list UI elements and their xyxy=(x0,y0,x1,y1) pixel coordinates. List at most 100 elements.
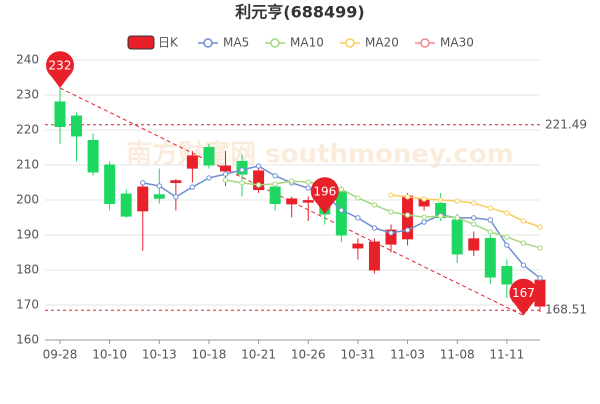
legend-dot xyxy=(345,38,355,48)
candle-body xyxy=(87,140,99,173)
y-tick-label: 160 xyxy=(16,333,39,347)
ma-point xyxy=(272,181,278,187)
ma-point xyxy=(487,229,493,235)
ma-point xyxy=(239,167,245,173)
candle-body xyxy=(302,200,314,203)
candle-body xyxy=(120,193,132,217)
candle-body xyxy=(484,238,496,278)
ma-point xyxy=(206,175,212,181)
candle-body xyxy=(253,170,265,190)
candle-body xyxy=(269,186,281,205)
legend-dot xyxy=(203,38,213,48)
y-tick-label: 220 xyxy=(16,123,39,137)
legend-label: MA10 xyxy=(290,36,324,50)
ma-point xyxy=(404,194,411,200)
ma-point xyxy=(421,219,427,225)
y-tick-label: 190 xyxy=(16,228,39,242)
ma-point xyxy=(239,180,245,186)
ma-point xyxy=(504,234,510,240)
pin xyxy=(509,278,538,316)
y-tick-label: 210 xyxy=(16,158,39,172)
pin-label: 167 xyxy=(512,286,535,300)
candle-body xyxy=(451,219,463,255)
ma-point xyxy=(173,194,179,200)
ma-point xyxy=(471,215,477,221)
candle-body xyxy=(71,115,83,137)
candle-body xyxy=(170,180,182,183)
ma-point xyxy=(537,275,543,281)
legend-dot xyxy=(420,38,430,48)
candle-body xyxy=(501,266,513,285)
chart-title: 利元亨(688499) xyxy=(235,3,364,22)
ref-label: 221.49 xyxy=(545,117,587,131)
y-tick-label: 180 xyxy=(16,263,39,277)
ma-point xyxy=(487,205,493,211)
x-tick-label: 11-11 xyxy=(489,348,524,362)
ma-point xyxy=(520,218,527,224)
ma-point xyxy=(504,242,510,248)
candle-body xyxy=(220,165,231,172)
ref-label: 168.51 xyxy=(545,303,587,317)
x-tick-label: 10-10 xyxy=(92,348,127,362)
pin-label: 196 xyxy=(313,185,336,199)
ma-point xyxy=(355,215,361,221)
ma-point xyxy=(189,184,196,190)
ma-point xyxy=(272,173,278,179)
ma-point xyxy=(520,240,527,246)
ma-line xyxy=(225,179,541,249)
ma-point xyxy=(504,210,510,216)
candle-body xyxy=(137,186,149,212)
ma-point xyxy=(140,180,146,186)
ma-point xyxy=(404,212,411,218)
ma-point xyxy=(388,192,394,198)
ma-point xyxy=(355,195,361,201)
legend-dot xyxy=(270,38,280,48)
ma-point xyxy=(404,227,411,233)
ma-point xyxy=(437,197,444,203)
ma-point xyxy=(305,179,311,185)
ma-point xyxy=(222,177,229,183)
candle-body xyxy=(203,147,215,166)
candle-body xyxy=(104,164,116,204)
ma-point xyxy=(255,163,262,169)
pin xyxy=(46,51,75,88)
trend-line xyxy=(59,87,524,316)
ma-point xyxy=(537,245,543,251)
x-tick-label: 09-28 xyxy=(43,348,78,362)
ma-point xyxy=(421,214,427,220)
x-tick-label: 10-21 xyxy=(241,348,276,362)
ma-point xyxy=(338,186,345,192)
candle-body xyxy=(468,238,480,251)
ma-point xyxy=(520,262,527,268)
ma-point xyxy=(437,213,444,219)
x-tick-label: 10-13 xyxy=(142,348,177,362)
ma-point xyxy=(255,182,262,188)
legend-swatch xyxy=(127,35,155,50)
x-tick-label: 10-31 xyxy=(340,348,375,362)
candle-body xyxy=(335,191,347,236)
y-tick-label: 200 xyxy=(16,193,39,207)
candle-body xyxy=(54,101,66,127)
ma-point xyxy=(156,183,163,189)
ma-point xyxy=(471,200,477,206)
legend-label: MA5 xyxy=(223,36,249,50)
ma-point xyxy=(454,215,460,221)
ma-point xyxy=(371,225,378,231)
ma-point xyxy=(222,171,229,177)
y-tick-label: 170 xyxy=(16,298,39,312)
candle-body xyxy=(153,194,165,199)
ma-point xyxy=(305,185,311,191)
y-tick-label: 240 xyxy=(16,53,39,67)
candle-body xyxy=(186,155,198,169)
x-tick-label: 10-26 xyxy=(291,348,326,362)
candle-body xyxy=(385,229,397,245)
ma-point xyxy=(388,209,394,215)
legend-label: MA20 xyxy=(365,36,399,50)
pin-label: 232 xyxy=(49,59,72,73)
ma-point xyxy=(388,230,394,236)
candle-body xyxy=(352,243,364,249)
legend-label: 日K xyxy=(158,36,179,50)
y-tick-label: 230 xyxy=(16,88,39,102)
ma-point xyxy=(421,196,427,202)
